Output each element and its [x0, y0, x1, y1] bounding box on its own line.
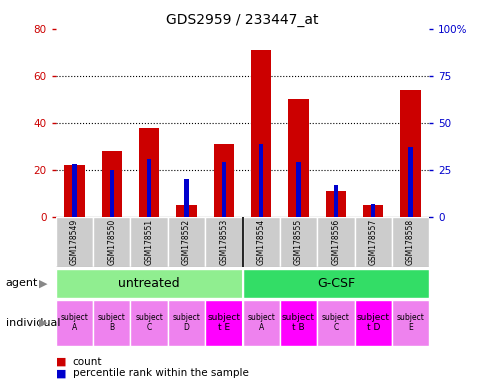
Text: subject
B: subject B: [98, 313, 125, 332]
Text: agent: agent: [6, 278, 38, 288]
Text: GSM178554: GSM178554: [256, 219, 265, 265]
Bar: [64, 165, 85, 217]
Bar: [333, 185, 337, 217]
Text: percentile rank within the sample: percentile rank within the sample: [73, 368, 248, 378]
Bar: [370, 204, 375, 217]
Text: subject
t E: subject t E: [207, 313, 240, 332]
Bar: [93, 217, 130, 267]
Text: subject
E: subject E: [396, 313, 424, 332]
Text: GSM178552: GSM178552: [182, 219, 191, 265]
Bar: [167, 217, 205, 267]
Text: G-CSF: G-CSF: [316, 277, 354, 290]
Bar: [279, 300, 317, 346]
Bar: [72, 164, 76, 217]
Bar: [391, 300, 428, 346]
Bar: [296, 162, 300, 217]
Bar: [354, 217, 391, 267]
Bar: [205, 217, 242, 267]
Bar: [279, 217, 317, 267]
Text: GSM178557: GSM178557: [368, 219, 377, 265]
Text: subject
t D: subject t D: [356, 313, 389, 332]
Bar: [176, 205, 197, 217]
Bar: [130, 300, 167, 346]
Bar: [408, 147, 412, 217]
Text: untreated: untreated: [118, 277, 180, 290]
Bar: [287, 99, 308, 217]
Bar: [167, 300, 205, 346]
Bar: [56, 300, 93, 346]
Bar: [56, 269, 242, 298]
Bar: [101, 151, 122, 217]
Bar: [242, 269, 428, 298]
Bar: [399, 90, 420, 217]
Bar: [109, 170, 114, 217]
Bar: [325, 191, 346, 217]
Text: ▶: ▶: [39, 318, 48, 328]
Bar: [242, 217, 279, 267]
Text: GSM178549: GSM178549: [70, 219, 79, 265]
Bar: [138, 127, 159, 217]
Bar: [250, 50, 271, 217]
Text: individual: individual: [6, 318, 60, 328]
Bar: [317, 300, 354, 346]
Text: subject
C: subject C: [321, 313, 349, 332]
Bar: [184, 179, 188, 217]
Text: subject
D: subject D: [172, 313, 200, 332]
Bar: [213, 144, 234, 217]
Text: GSM178558: GSM178558: [405, 219, 414, 265]
Text: subject
t B: subject t B: [281, 313, 315, 332]
Text: subject
A: subject A: [247, 313, 274, 332]
Bar: [354, 300, 391, 346]
Text: subject
A: subject A: [60, 313, 88, 332]
Bar: [56, 217, 93, 267]
Bar: [317, 217, 354, 267]
Text: GDS2959 / 233447_at: GDS2959 / 233447_at: [166, 13, 318, 27]
Text: GSM178550: GSM178550: [107, 219, 116, 265]
Text: GSM178551: GSM178551: [144, 219, 153, 265]
Bar: [147, 159, 151, 217]
Bar: [130, 217, 167, 267]
Bar: [258, 144, 263, 217]
Text: GSM178553: GSM178553: [219, 219, 228, 265]
Text: count: count: [73, 357, 102, 367]
Text: GSM178555: GSM178555: [293, 219, 302, 265]
Bar: [242, 300, 279, 346]
Text: ■: ■: [56, 368, 66, 378]
Text: GSM178556: GSM178556: [331, 219, 340, 265]
Bar: [93, 300, 130, 346]
Bar: [391, 217, 428, 267]
Bar: [221, 162, 226, 217]
Text: subject
C: subject C: [135, 313, 163, 332]
Bar: [362, 205, 383, 217]
Text: ■: ■: [56, 357, 66, 367]
Text: ▶: ▶: [39, 278, 48, 288]
Bar: [205, 300, 242, 346]
